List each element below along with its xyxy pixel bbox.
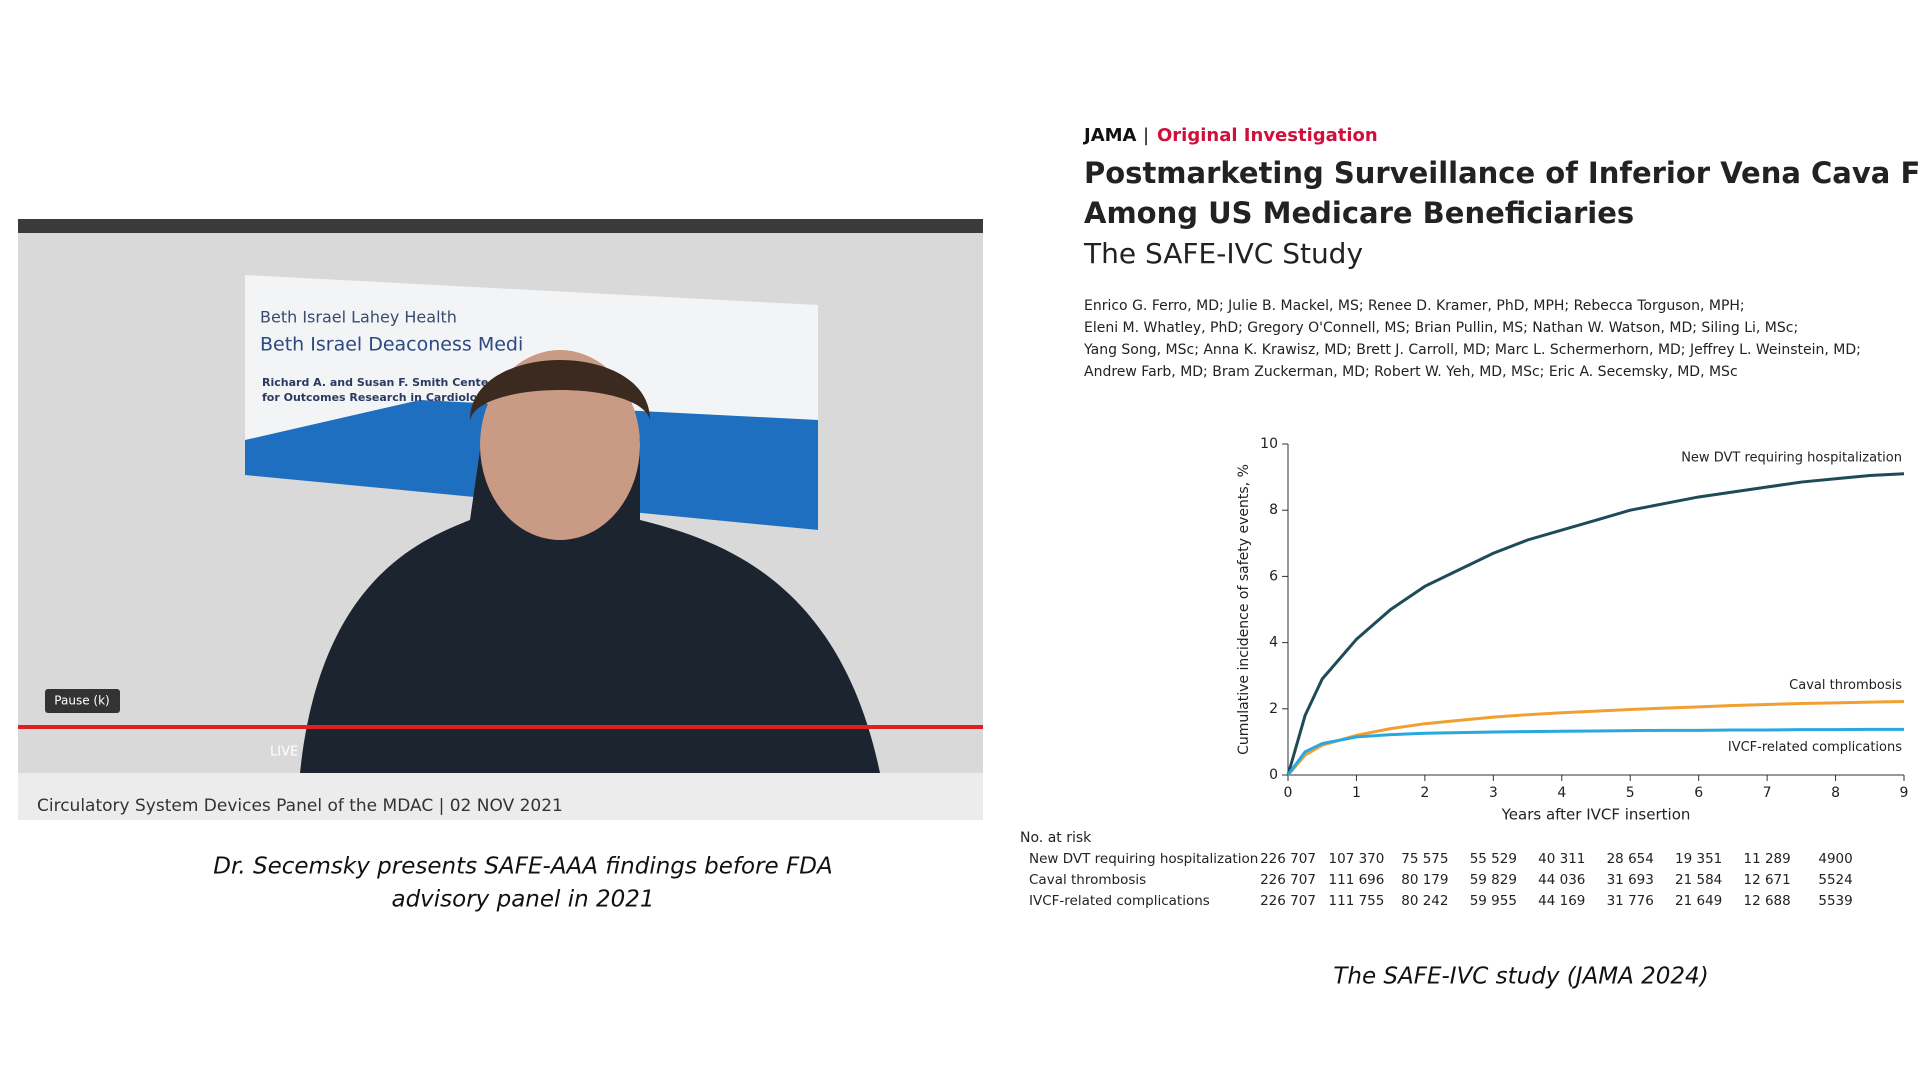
x-tick-label: 2 (1420, 785, 1429, 801)
y-tick-label: 0 (1269, 767, 1278, 783)
risk-cell: 75 575 (1401, 851, 1448, 867)
series-label: IVCF-related complications (1728, 740, 1902, 755)
article-title: Among US Medicare Beneficiaries (1084, 196, 1634, 230)
caption: advisory panel in 2021 (391, 887, 654, 913)
y-tick-label: 2 (1269, 701, 1278, 717)
series-label: Caval thrombosis (1789, 678, 1902, 693)
risk-cell: 12 671 (1743, 872, 1790, 888)
risk-cell: 31 693 (1607, 872, 1654, 888)
caption-bar (18, 773, 983, 820)
authors: Enrico G. Ferro, MD; Julie B. Mackel, MS… (1083, 298, 1861, 380)
x-tick-label: 3 (1489, 785, 1498, 801)
y-tick-label: 4 (1269, 635, 1278, 651)
logo-text: Beth Israel Lahey Health (260, 308, 457, 327)
presenter (300, 373, 880, 773)
risk-table-title: No. at risk (1020, 830, 1092, 846)
risk-cell: 12 688 (1743, 893, 1790, 909)
risk-row-name: IVCF-related complications (1029, 893, 1210, 909)
series-line (1286, 700, 1905, 776)
risk-cell: 28 654 (1607, 851, 1654, 867)
article-title: Postmarketing Surveillance of Inferior V… (1084, 156, 1920, 190)
risk-cell: 107 370 (1329, 851, 1385, 867)
section: Original Investigation (1157, 125, 1378, 146)
author-line: Andrew Farb, MD; Bram Zuckerman, MD; Rob… (1084, 364, 1738, 380)
risk-row-name: Caval thrombosis (1029, 872, 1146, 888)
x-tick-label: 5 (1626, 785, 1635, 801)
risk-row-name: New DVT requiring hospitalization (1029, 851, 1258, 867)
chart: 0 2 4 6 8 10 0 1 2 3 4 5 6 7 8 9 Years after IVCF insert… (1020, 436, 1908, 909)
caption: The SAFE-IVC study (JAMA 2024) (1333, 964, 1708, 990)
y-axis-label: Cumulative incidence of safety events, % (1236, 464, 1252, 755)
risk-cell: 44 036 (1538, 872, 1585, 888)
x-tick-label: 0 (1284, 785, 1293, 801)
risk-cell: 21 649 (1675, 893, 1722, 909)
y-tick-label: 8 (1269, 502, 1278, 518)
x-tick-label: 9 (1900, 785, 1909, 801)
journal: JAMA (1082, 125, 1137, 146)
risk-cell: 226 707 (1260, 893, 1316, 909)
x-tick-label: 7 (1763, 785, 1772, 801)
author-line: Eleni M. Whatley, PhD; Gregory O'Connell… (1084, 320, 1798, 336)
risk-cell: 4900 (1818, 851, 1852, 867)
author-line: Enrico G. Ferro, MD; Julie B. Mackel, MS… (1084, 298, 1745, 314)
x-tick-label: 8 (1831, 785, 1840, 801)
risk-cell: 80 179 (1401, 872, 1448, 888)
tooltip (45, 689, 120, 713)
risk-cell: 40 311 (1538, 851, 1585, 867)
risk-cell: 55 529 (1470, 851, 1517, 867)
author-line: Yang Song, MSc; Anna K. Krawisz, MD; Bre… (1083, 342, 1861, 358)
y-tick-label: 6 (1269, 568, 1278, 584)
risk-cell: 59 829 (1470, 872, 1517, 888)
series-label: New DVT requiring hospitalization (1681, 450, 1902, 465)
risk-cell: 226 707 (1260, 872, 1316, 888)
x-tick-label: 6 (1694, 785, 1703, 801)
live-label: LIVE (270, 745, 298, 760)
x-axis-label: Years after IVCF insertion (1501, 806, 1691, 824)
x-tick-label: 4 (1557, 785, 1566, 801)
risk-cell: 111 755 (1329, 893, 1385, 909)
center-text: for Outcomes Research in Cardiolog (262, 391, 485, 404)
risk-cell: 226 707 (1260, 851, 1316, 867)
article-subtitle: The SAFE-IVC Study (1083, 237, 1363, 270)
separator: | (1143, 125, 1149, 146)
risk-cell: 5524 (1818, 872, 1852, 888)
series-line (1286, 727, 1904, 776)
risk-cell: 11 289 (1743, 851, 1790, 867)
y-tick-label: 10 (1260, 436, 1278, 452)
risk-cell: 5539 (1818, 893, 1852, 909)
progress-bar (18, 725, 983, 729)
series-line (1286, 472, 1905, 776)
video-screenshot: Beth Israel Lahey Health Beth Israel Dea… (18, 219, 983, 820)
presenter-face (480, 350, 640, 540)
risk-cell: 21 584 (1675, 872, 1722, 888)
caption: Dr. Secemsky presents SAFE-AAA findings … (213, 854, 832, 880)
risk-cell: 80 242 (1401, 893, 1448, 909)
risk-cell: 59 955 (1470, 893, 1517, 909)
x-tick-label: 1 (1352, 785, 1361, 801)
presenter-hair (470, 360, 650, 420)
caption-bar-text: Circulatory System Devices Panel of the … (37, 796, 563, 816)
risk-cell: 19 351 (1675, 851, 1722, 867)
tooltip-text: Pause (k) (54, 694, 109, 708)
risk-cell: 44 169 (1538, 893, 1585, 909)
center-text: Richard A. and Susan F. Smith Cente (262, 376, 488, 389)
risk-cell: 111 696 (1329, 872, 1385, 888)
window-bar (18, 219, 983, 233)
risk-cell: 31 776 (1607, 893, 1654, 909)
logo-text: Beth Israel Deaconess Medi (260, 334, 523, 356)
